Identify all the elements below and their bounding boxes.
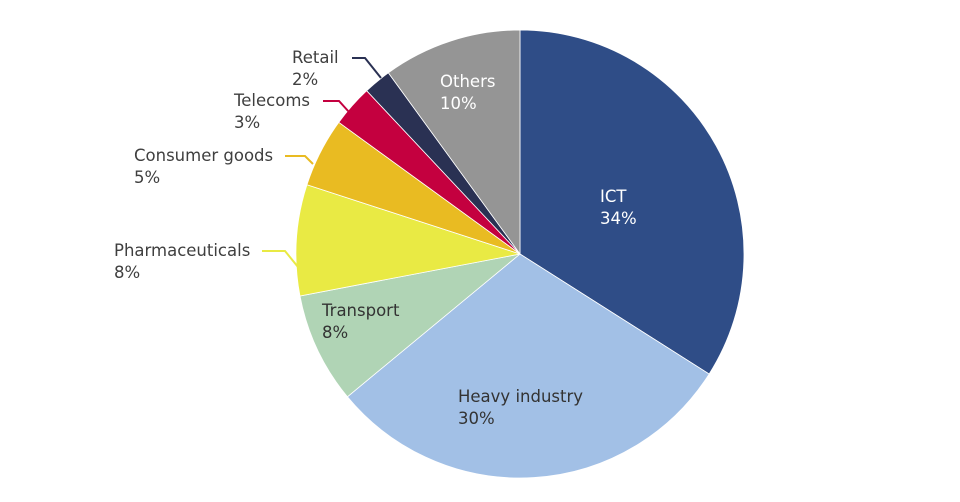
slice-value-retail: 2%: [292, 70, 318, 89]
slice-value-consumer-goods: 5%: [134, 168, 160, 187]
slice-label-transport: Transport: [321, 301, 400, 320]
pie-slice-heavy-industry: [346, 253, 710, 479]
slice-value-transport: 8%: [322, 323, 348, 342]
slice-value-others: 10%: [440, 94, 477, 113]
leader-lines: [262, 57, 382, 268]
pie-slices: [295, 29, 745, 479]
pie-slice-pharmaceuticals: [295, 184, 521, 297]
pie-slice-others: [387, 29, 521, 256]
slice-label-pharmaceuticals: Pharmaceuticals: [114, 241, 250, 260]
leader-line-consumer-goods: [285, 155, 314, 165]
pie-slice-ict: [519, 29, 745, 375]
pie-slice-transport: [299, 253, 521, 398]
slice-label-heavy-industry: Heavy industry: [458, 387, 583, 406]
leader-line-pharmaceuticals: [262, 250, 299, 268]
slice-value-ict: 34%: [600, 209, 637, 228]
slice-label-others: Others: [440, 72, 495, 91]
leader-line-retail: [352, 57, 382, 79]
slice-value-pharmaceuticals: 8%: [114, 263, 140, 282]
slice-label-retail: Retail: [292, 48, 339, 67]
slice-value-heavy-industry: 30%: [458, 409, 495, 428]
slice-label-telecoms: Telecoms: [233, 91, 310, 110]
slice-labels: ICT 34% Heavy industry 30% Transport 8% Pharma…: [114, 48, 637, 428]
slice-label-ict: ICT: [600, 187, 627, 206]
slice-label-consumer-goods: Consumer goods: [134, 146, 273, 165]
slice-value-telecoms: 3%: [234, 113, 260, 132]
leader-line-telecoms: [323, 100, 350, 113]
